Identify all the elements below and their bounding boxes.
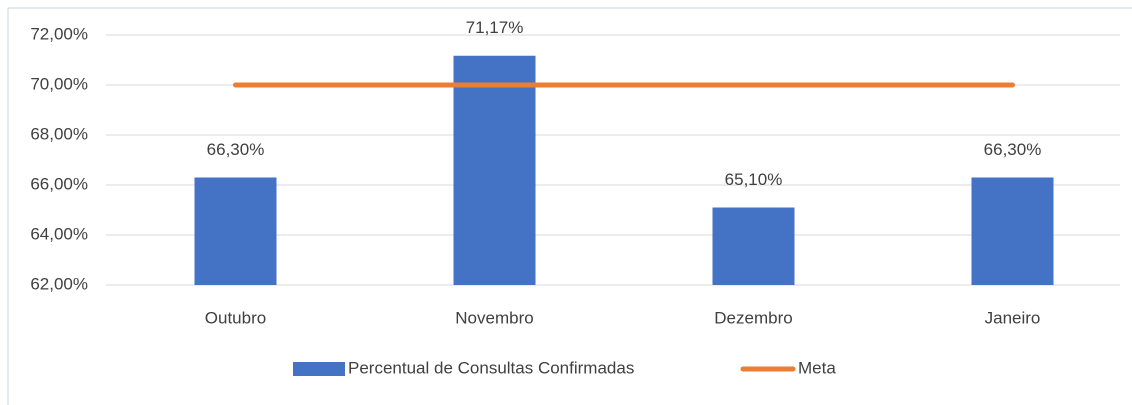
legend-label: Meta — [798, 358, 836, 377]
bar — [453, 55, 536, 285]
x-tick-label: Outubro — [205, 308, 266, 327]
y-tick-label: 68,00% — [30, 124, 88, 143]
bar — [971, 177, 1054, 285]
x-tick-label: Janeiro — [985, 308, 1041, 327]
legend-label: Percentual de Consultas Confirmadas — [348, 358, 634, 377]
legend-swatch — [293, 362, 345, 376]
data-label: 71,17% — [466, 18, 524, 37]
y-tick-label: 64,00% — [30, 224, 88, 243]
bar — [712, 207, 795, 285]
x-tick-label: Novembro — [455, 308, 533, 327]
bar — [194, 177, 277, 285]
data-label: 66,30% — [207, 140, 265, 159]
data-label: 65,10% — [725, 170, 783, 189]
y-tick-label: 72,00% — [30, 24, 88, 43]
y-tick-label: 62,00% — [30, 274, 88, 293]
y-tick-label: 66,00% — [30, 174, 88, 193]
x-tick-label: Dezembro — [714, 308, 792, 327]
data-label: 66,30% — [984, 140, 1042, 159]
y-tick-label: 70,00% — [30, 74, 88, 93]
